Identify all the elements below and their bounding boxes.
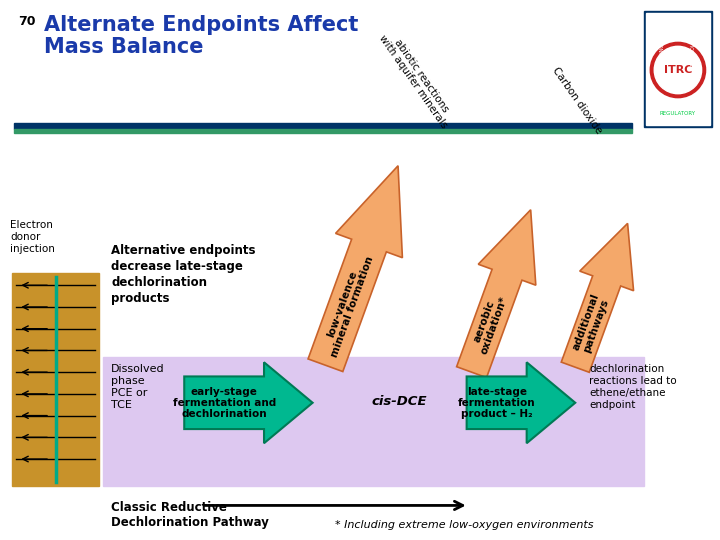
Polygon shape [308,166,402,372]
Text: * Including extreme low-oxygen environments: * Including extreme low-oxygen environme… [336,520,594,530]
Text: Dissolved
phase
PCE or
TCE: Dissolved phase PCE or TCE [111,364,165,410]
Polygon shape [562,224,634,372]
Text: INTERSTATE: INTERSTATE [657,22,699,27]
Text: cis-DCE: cis-DCE [372,395,427,408]
Text: ITRC: ITRC [664,65,692,75]
Text: Electron
donor
injection: Electron donor injection [11,220,55,254]
Text: Alternate Endpoints Affect
Mass Balance: Alternate Endpoints Affect Mass Balance [44,15,359,57]
Text: Carbon dioxide: Carbon dioxide [551,65,604,135]
Bar [647,13,709,125]
Text: COUNCIL: COUNCIL [660,39,665,61]
Circle shape [650,42,706,98]
Bar [644,11,711,127]
Polygon shape [467,362,575,443]
Text: abiotic reactions
with aquifer minerals: abiotic reactions with aquifer minerals [377,27,458,130]
Text: REGULATORY: REGULATORY [660,111,696,116]
Text: Classic Reductive
Dechlorination Pathway: Classic Reductive Dechlorination Pathway [111,501,269,529]
Text: 70: 70 [19,15,36,28]
Text: TECHNOLOGY: TECHNOLOGY [691,33,696,67]
Bar [14,123,631,129]
Text: low-valence
mineral formation: low-valence mineral formation [319,252,375,359]
Text: late-stage
fermentation
product – H₂: late-stage fermentation product – H₂ [458,387,536,419]
Text: early-stage
fermentation and
dechlorination: early-stage fermentation and dechlorinat… [173,387,276,419]
Text: aerobic
oxidation*: aerobic oxidation* [469,291,510,356]
Text: additional
pathways: additional pathways [571,293,611,356]
Text: Alternative endpoints
decrease late-stage
dechlorination
products: Alternative endpoints decrease late-stag… [111,244,256,305]
Polygon shape [456,210,536,377]
Polygon shape [184,362,312,443]
Text: dechlorination
reactions lead to
ethene/ethane
endpoint: dechlorination reactions lead to ethene/… [589,364,677,410]
Bar [103,357,644,485]
Circle shape [654,46,701,94]
Bar [14,129,631,133]
Bar [12,273,99,485]
